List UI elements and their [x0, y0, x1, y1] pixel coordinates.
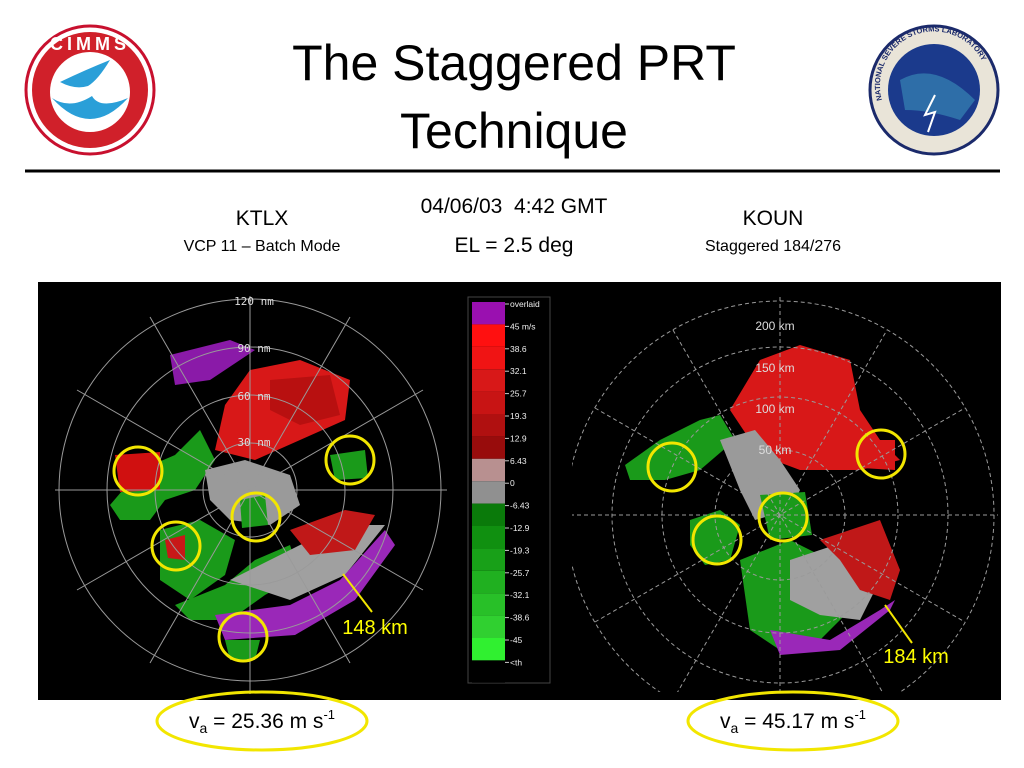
range-label: 60 nm: [237, 390, 270, 403]
site-name: KOUN: [743, 207, 804, 230]
annotation: 184 km: [883, 646, 949, 668]
range-label: 90 nm: [237, 342, 270, 355]
annotation: 148 km: [342, 617, 408, 639]
right-radar: [572, 296, 998, 692]
colorbar-label: -25.7: [510, 568, 530, 578]
colorbar-label: <th: [510, 657, 522, 667]
range-label: 120 nm: [234, 295, 274, 308]
range-label: 200 km: [755, 319, 794, 333]
colorbar-label: 25.7: [510, 389, 527, 399]
cimms-logo: CIMMS: [24, 24, 156, 156]
highlights: [112, 428, 907, 663]
colorbar-label: -19.3: [510, 545, 530, 555]
colorbar-label: 38.6: [510, 344, 527, 354]
range-label: 30 nm: [237, 436, 270, 449]
colorbar-label: -32.1: [510, 590, 530, 600]
site-mode: VCP 11 – Batch Mode: [184, 238, 341, 255]
range-label: 150 km: [755, 361, 794, 375]
colorbar-label: -38.6: [510, 613, 530, 623]
colorbar-swatch: [472, 391, 505, 414]
colorbar-swatch: [472, 503, 505, 526]
colorbar-swatch: [472, 302, 505, 325]
colorbar-swatch: [472, 526, 505, 549]
colorbar-label: 19.3: [510, 411, 527, 421]
range-label: 50 km: [759, 443, 792, 457]
nssl-logo: NATIONAL SEVERE STORMS LABORATORY: [868, 24, 1000, 156]
range-label: 100 km: [755, 402, 794, 416]
datetime: 04/06/03 4:42 GMT: [421, 195, 608, 218]
colorbar-swatch: [472, 369, 505, 392]
nyquist-velocity: va = 45.17 m s-1: [720, 707, 866, 736]
colorbar-swatch: [472, 660, 505, 683]
highlight-oval: [686, 690, 900, 752]
colorbar-swatch: [472, 615, 505, 638]
colorbar-label: -45: [510, 635, 523, 645]
colorbar-label: 45 m/s: [510, 321, 536, 331]
colorbar-swatch: [472, 436, 505, 459]
logo-text: CIMMS: [50, 34, 130, 54]
colorbar-label: 0: [510, 478, 515, 488]
colorbar-label: 6.43: [510, 456, 527, 466]
site-name: KTLX: [236, 207, 289, 230]
colorbar-swatch: [472, 346, 505, 370]
colorbar-swatch: [472, 414, 505, 437]
title-line: Technique: [400, 103, 628, 159]
colorbar-swatch: [472, 458, 505, 482]
colorbar-label: -12.9: [510, 523, 530, 533]
colorbar-swatch: [472, 570, 505, 594]
colorbar-label: overlaid: [510, 299, 540, 309]
title-line: The Staggered PRT: [292, 35, 736, 91]
colorbar-label: 12.9: [510, 433, 527, 443]
colorbar-swatch: [472, 481, 505, 504]
colorbar-swatch: [472, 548, 505, 571]
nyquist-velocity: va = 25.36 m s-1: [189, 707, 335, 736]
colorbar-swatch: [472, 638, 505, 661]
arrow: [342, 573, 373, 613]
colorbar-label: -6.43: [510, 501, 530, 511]
site-mode: Staggered 184/276: [705, 238, 841, 255]
colorbar: overlaid 45 m/s 38.6 32.1 25.7 19.3 12.9 6.43 0 -…: [467, 296, 551, 684]
arrow: [884, 604, 913, 644]
elevation: EL = 2.5 deg: [455, 234, 574, 257]
highlight-oval: [155, 690, 369, 752]
colorbar-label: 32.1: [510, 366, 527, 376]
colorbar-swatch: [472, 324, 505, 347]
colorbar-swatch: [472, 593, 505, 616]
